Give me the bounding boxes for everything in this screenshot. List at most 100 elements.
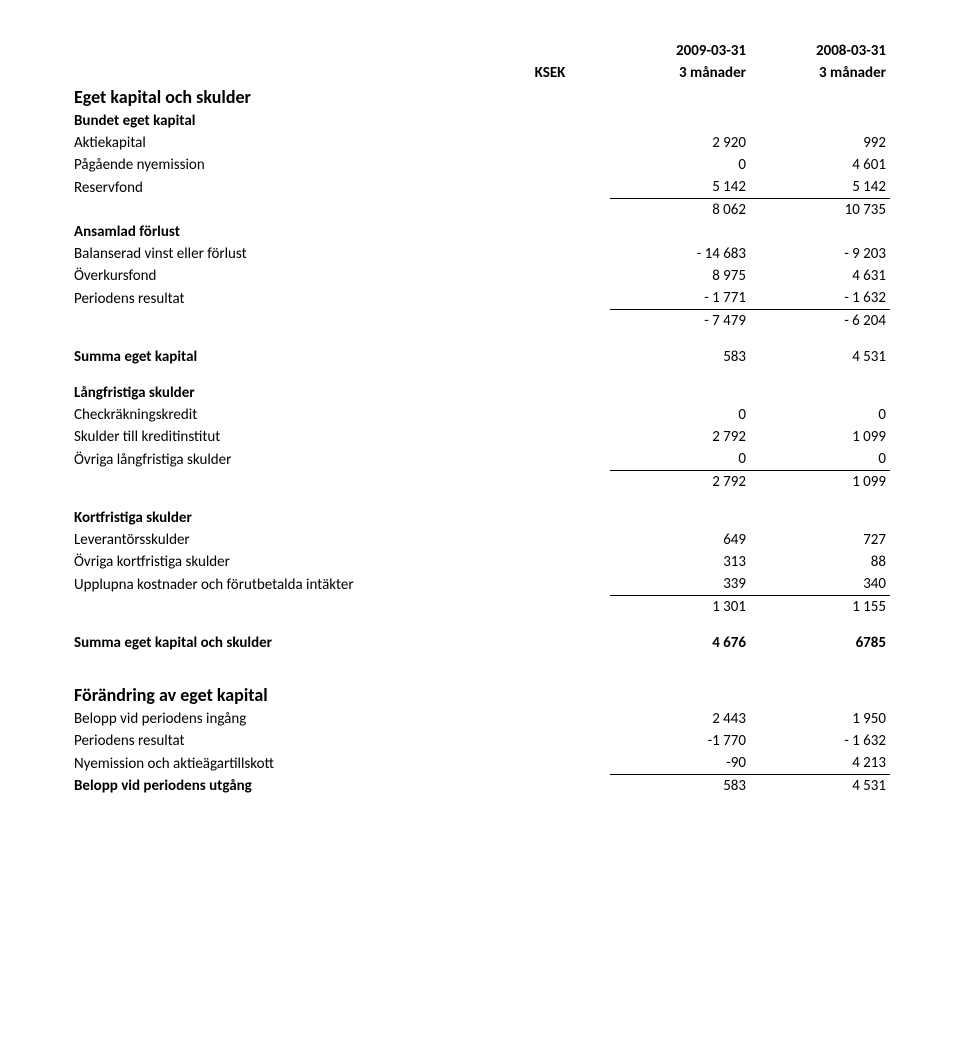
row-label: Upplupna kostnader och förutbetalda intä… bbox=[70, 573, 610, 596]
row-value: 0 bbox=[750, 448, 890, 471]
row-value: 5 142 bbox=[750, 176, 890, 199]
table-row: Periodens resultat -1 770 - 1 632 bbox=[70, 730, 890, 752]
sub-title: Ansamlad förlust bbox=[70, 221, 890, 243]
row-label: Skulder till kreditinstitut bbox=[70, 426, 610, 448]
header-sub-2: 3 månader bbox=[750, 62, 890, 84]
row-value: 313 bbox=[610, 551, 750, 573]
table-row: Pågående nyemission 0 4 601 bbox=[70, 154, 890, 176]
header-date-1: 2009-03-31 bbox=[610, 40, 750, 62]
header-row-1: 2009-03-31 2008-03-31 bbox=[70, 40, 890, 62]
row-value: -90 bbox=[610, 752, 750, 775]
subtotal-row: 8 062 10 735 bbox=[70, 199, 890, 222]
row-value: 0 bbox=[610, 448, 750, 471]
row-value: 992 bbox=[750, 132, 890, 154]
row-label: Belopp vid periodens utgång bbox=[70, 775, 610, 798]
row-value: 1 950 bbox=[750, 708, 890, 730]
table-row: Balanserad vinst eller förlust - 14 683 … bbox=[70, 243, 890, 265]
row-value: 1 099 bbox=[750, 471, 890, 494]
sub-title: Kortfristiga skulder bbox=[70, 507, 890, 529]
row-value: 2 920 bbox=[610, 132, 750, 154]
row-value: 8 062 bbox=[610, 199, 750, 222]
row-label: Periodens resultat bbox=[70, 730, 610, 752]
row-value: 4 531 bbox=[750, 775, 890, 798]
row-value: 0 bbox=[750, 404, 890, 426]
row-label: Belopp vid periodens ingång bbox=[70, 708, 610, 730]
balance-sheet-table: 2009-03-31 2008-03-31 KSEK 3 månader 3 m… bbox=[70, 40, 890, 797]
table-row: Nyemission och aktieägartillskott -90 4 … bbox=[70, 752, 890, 775]
subheader-kortfristiga: Kortfristiga skulder bbox=[70, 507, 890, 529]
row-label: Nyemission och aktieägartillskott bbox=[70, 752, 610, 775]
row-value: 88 bbox=[750, 551, 890, 573]
final-row: Belopp vid periodens utgång 583 4 531 bbox=[70, 775, 890, 798]
row-label: Övriga kortfristiga skulder bbox=[70, 551, 610, 573]
subheader-langfristiga: Långfristiga skulder bbox=[70, 382, 890, 404]
sub-title: Bundet eget kapital bbox=[70, 110, 890, 132]
row-value: 4 601 bbox=[750, 154, 890, 176]
row-value: 2 443 bbox=[610, 708, 750, 730]
row-value: 4 631 bbox=[750, 265, 890, 287]
row-label: Periodens resultat bbox=[70, 287, 610, 310]
table-row: Leverantörsskulder 649 727 bbox=[70, 529, 890, 551]
subheader-ansamlad: Ansamlad förlust bbox=[70, 221, 890, 243]
row-label: Övriga långfristiga skulder bbox=[70, 448, 610, 471]
row-value: - 1 771 bbox=[610, 287, 750, 310]
section-title: Eget kapital och skulder bbox=[70, 84, 890, 110]
row-value: 339 bbox=[610, 573, 750, 596]
table-row: Övriga långfristiga skulder 0 0 bbox=[70, 448, 890, 471]
section-equity-liabilities: Eget kapital och skulder bbox=[70, 84, 890, 110]
row-value: 1 301 bbox=[610, 596, 750, 619]
table-row: Checkräkningskredit 0 0 bbox=[70, 404, 890, 426]
subtotal-row: 2 792 1 099 bbox=[70, 471, 890, 494]
row-value: 4 531 bbox=[750, 346, 890, 368]
subheader-bundet: Bundet eget kapital bbox=[70, 110, 890, 132]
header-date-2: 2008-03-31 bbox=[750, 40, 890, 62]
row-value: 0 bbox=[610, 154, 750, 176]
header-sub-1: 3 månader bbox=[610, 62, 750, 84]
row-value: 583 bbox=[610, 775, 750, 798]
section-equity-change: Förändring av eget kapital bbox=[70, 682, 890, 708]
row-label: Reservfond bbox=[70, 176, 610, 199]
subtotal-row: - 7 479 - 6 204 bbox=[70, 310, 890, 333]
row-value: 8 975 bbox=[610, 265, 750, 287]
row-value: - 14 683 bbox=[610, 243, 750, 265]
table-row: Överkursfond 8 975 4 631 bbox=[70, 265, 890, 287]
table-row: Skulder till kreditinstitut 2 792 1 099 bbox=[70, 426, 890, 448]
row-label: Balanserad vinst eller förlust bbox=[70, 243, 610, 265]
row-label: Pågående nyemission bbox=[70, 154, 610, 176]
row-label: Summa eget kapital bbox=[70, 346, 610, 368]
summa-eget-kapital-row: Summa eget kapital 583 4 531 bbox=[70, 346, 890, 368]
table-row: Reservfond 5 142 5 142 bbox=[70, 176, 890, 199]
section-title: Förändring av eget kapital bbox=[70, 682, 890, 708]
sub-title: Långfristiga skulder bbox=[70, 382, 890, 404]
row-value: 5 142 bbox=[610, 176, 750, 199]
summa-total-row: Summa eget kapital och skulder 4 676 678… bbox=[70, 632, 890, 654]
row-value: 583 bbox=[610, 346, 750, 368]
row-value: 2 792 bbox=[610, 471, 750, 494]
row-value: 6785 bbox=[750, 632, 890, 654]
row-value: 649 bbox=[610, 529, 750, 551]
table-row: Upplupna kostnader och förutbetalda intä… bbox=[70, 573, 890, 596]
row-value: 1 099 bbox=[750, 426, 890, 448]
table-row: Aktiekapital 2 920 992 bbox=[70, 132, 890, 154]
row-value: 340 bbox=[750, 573, 890, 596]
row-value: 4 213 bbox=[750, 752, 890, 775]
table-row: Belopp vid periodens ingång 2 443 1 950 bbox=[70, 708, 890, 730]
row-value: - 6 204 bbox=[750, 310, 890, 333]
header-ksek: KSEK bbox=[490, 62, 610, 84]
row-value: 0 bbox=[610, 404, 750, 426]
row-label: Aktiekapital bbox=[70, 132, 610, 154]
row-value: - 7 479 bbox=[610, 310, 750, 333]
row-label: Överkursfond bbox=[70, 265, 610, 287]
header-row-2: KSEK 3 månader 3 månader bbox=[70, 62, 890, 84]
row-value: - 1 632 bbox=[750, 287, 890, 310]
row-value: -1 770 bbox=[610, 730, 750, 752]
row-value: 1 155 bbox=[750, 596, 890, 619]
subtotal-row: 1 301 1 155 bbox=[70, 596, 890, 619]
table-row: Periodens resultat - 1 771 - 1 632 bbox=[70, 287, 890, 310]
table-row: Övriga kortfristiga skulder 313 88 bbox=[70, 551, 890, 573]
row-value: - 1 632 bbox=[750, 730, 890, 752]
row-value: 2 792 bbox=[610, 426, 750, 448]
row-label: Checkräkningskredit bbox=[70, 404, 610, 426]
row-value: 4 676 bbox=[610, 632, 750, 654]
row-label: Leverantörsskulder bbox=[70, 529, 610, 551]
